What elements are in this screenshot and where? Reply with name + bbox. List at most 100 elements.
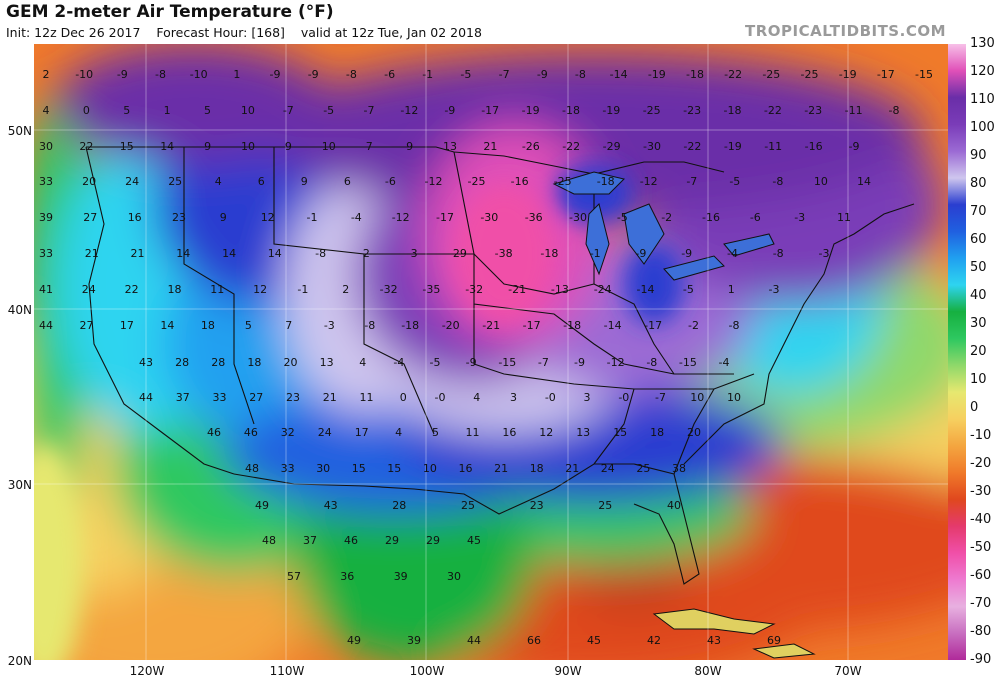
- temperature-value: 14: [222, 247, 236, 260]
- temperature-value: 1: [728, 283, 735, 296]
- temperature-value: -15: [498, 356, 516, 369]
- temperature-value: -5: [729, 175, 740, 188]
- temperature-value: 21: [494, 462, 508, 475]
- temperature-value: 10: [322, 140, 336, 153]
- temperature-value: 32: [281, 426, 295, 439]
- lat-label-40n: 40N: [7, 303, 32, 317]
- temperature-value: 38: [672, 462, 686, 475]
- temperature-value: 4: [395, 426, 402, 439]
- temperature-value: 33: [39, 175, 53, 188]
- temperature-value: -8: [575, 68, 586, 81]
- temperature-value: 9: [204, 140, 211, 153]
- temperature-value: -23: [804, 104, 822, 117]
- forecast-hour: Forecast Hour: [168]: [156, 25, 285, 40]
- colorbar-tick: 0: [970, 400, 979, 415]
- temperature-value: -4: [351, 211, 362, 224]
- temperature-value: -17: [481, 104, 499, 117]
- temperature-value: 21: [323, 391, 337, 404]
- temperature-value: 30: [39, 140, 53, 153]
- colorbar-tick: -80: [970, 624, 992, 639]
- temperature-value: -7: [364, 104, 375, 117]
- temperature-value: 39: [407, 634, 421, 647]
- temperature-value: -3: [769, 283, 780, 296]
- temperature-value: 11: [466, 426, 480, 439]
- temperature-value: -8: [772, 175, 783, 188]
- temperature-value: -0: [618, 391, 629, 404]
- temperature-value: -8: [729, 319, 740, 332]
- temperature-value: -20: [442, 319, 460, 332]
- temperature-value: 43: [139, 356, 153, 369]
- temperature-value: -9: [537, 68, 548, 81]
- colorbar-tick: 40: [970, 288, 987, 303]
- temperature-value: -19: [839, 68, 857, 81]
- temperature-value: -22: [724, 68, 742, 81]
- temperature-value: 10: [241, 140, 255, 153]
- temperature-value: 46: [244, 426, 258, 439]
- temperature-value: 27: [80, 319, 94, 332]
- temperature-value: -9: [635, 247, 646, 260]
- temperature-value: -25: [762, 68, 780, 81]
- temperature-value: 20: [687, 426, 701, 439]
- temperature-value: 27: [249, 391, 263, 404]
- temperature-value: 45: [467, 534, 481, 547]
- temperature-value: 4: [215, 175, 222, 188]
- temperature-value: 15: [613, 426, 627, 439]
- colorbar-tick: 120: [970, 64, 995, 79]
- temperature-value: 4: [359, 356, 366, 369]
- lon-label-100w: 100W: [409, 664, 445, 678]
- temperature-value: -9: [466, 356, 477, 369]
- colorbar-tick: -70: [970, 596, 992, 611]
- lon-label-90w: 90W: [554, 664, 582, 678]
- temperature-value: -12: [400, 104, 418, 117]
- temperature-value: 25: [168, 175, 182, 188]
- temperature-value: -32: [465, 283, 483, 296]
- temperature-value: 24: [318, 426, 332, 439]
- temperature-value: -26: [522, 140, 540, 153]
- temperature-value: 14: [176, 247, 190, 260]
- temperature-value: -32: [380, 283, 398, 296]
- temperature-value: -9: [444, 104, 455, 117]
- temperature-value: -7: [538, 356, 549, 369]
- temperature-value: 1: [164, 104, 171, 117]
- colorbar-tick: -60: [970, 568, 992, 583]
- temperature-value: -19: [602, 104, 620, 117]
- temperature-value: 37: [176, 391, 190, 404]
- temperature-value: 40: [667, 499, 681, 512]
- temperature-value: -6: [385, 175, 396, 188]
- temperature-value: 39: [39, 211, 53, 224]
- temperature-value: -19: [724, 140, 742, 153]
- temperature-value: 18: [650, 426, 664, 439]
- temperature-value: 24: [82, 283, 96, 296]
- brand-watermark[interactable]: TROPICALTIDBITS.COM: [745, 22, 946, 40]
- temperature-value: -11: [764, 140, 782, 153]
- temperature-value: 29: [385, 534, 399, 547]
- temperature-value: 39: [394, 570, 408, 583]
- lat-label-30n: 30N: [7, 478, 32, 492]
- temperature-value: -19: [522, 104, 540, 117]
- temperature-value: -29: [603, 140, 621, 153]
- temperature-value: 44: [467, 634, 481, 647]
- colorbar-tick: -50: [970, 540, 992, 555]
- temperature-value: -23: [683, 104, 701, 117]
- temperature-value: -7: [499, 68, 510, 81]
- temperature-value: 25: [461, 499, 475, 512]
- temperature-value: -5: [323, 104, 334, 117]
- colorbar-tick: 50: [970, 260, 987, 275]
- temperature-value: -38: [495, 247, 513, 260]
- temperature-value: -8: [155, 68, 166, 81]
- temperature-value: 33: [213, 391, 227, 404]
- temperature-value: 6: [344, 175, 351, 188]
- temperature-value: -8: [346, 68, 357, 81]
- temperature-value: -7: [283, 104, 294, 117]
- temperature-value: 12: [253, 283, 267, 296]
- temperature-value: -5: [683, 283, 694, 296]
- temperature-value: 20: [284, 356, 298, 369]
- temperature-value: 2: [342, 283, 349, 296]
- temperature-value: -8: [315, 247, 326, 260]
- temperature-value: -19: [648, 68, 666, 81]
- temperature-value: 24: [125, 175, 139, 188]
- temperature-value: 21: [565, 462, 579, 475]
- temperature-value: -1: [590, 247, 601, 260]
- temperature-value: 10: [727, 391, 741, 404]
- temperature-value: 3: [510, 391, 517, 404]
